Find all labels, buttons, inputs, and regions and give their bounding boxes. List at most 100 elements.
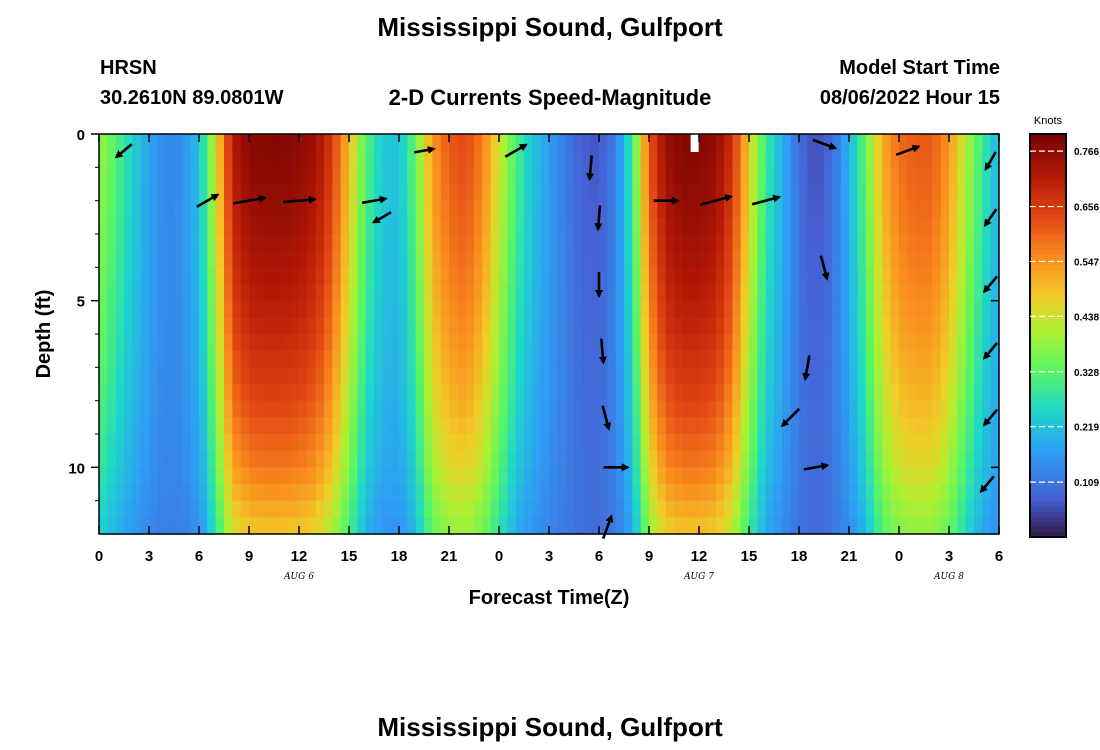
heatmap-cell — [757, 417, 767, 435]
heatmap-cell — [207, 217, 217, 235]
heatmap-cell — [424, 300, 433, 318]
heatmap-cell — [407, 334, 417, 352]
heatmap-cell — [749, 134, 758, 152]
heatmap-cell — [149, 384, 158, 402]
current-vector-arrow — [114, 143, 133, 159]
heatmap-cell — [574, 184, 583, 202]
heatmap-cell — [407, 450, 417, 468]
heatmap-cell — [624, 267, 633, 285]
heatmap-cell — [774, 467, 783, 485]
heatmap-cell — [990, 500, 1000, 518]
heatmap-cell — [157, 450, 167, 468]
heatmap-cell — [174, 234, 183, 252]
heatmap-cell — [374, 467, 383, 485]
heatmap-cell — [340, 284, 350, 302]
heatmap-cell — [490, 167, 500, 185]
heatmap-cell — [449, 467, 458, 485]
heatmap-cell — [482, 300, 492, 318]
heatmap-cell — [632, 267, 642, 285]
heatmap-cell — [574, 234, 583, 252]
heatmap-cell — [340, 400, 350, 418]
heatmap-cell — [507, 417, 517, 435]
heatmap-cell — [657, 350, 667, 368]
heatmap-cell — [449, 184, 458, 202]
current-vector-arrow — [895, 144, 921, 157]
heatmap-cell — [274, 517, 283, 535]
heatmap-cell — [140, 184, 150, 202]
heatmap-cell — [365, 384, 375, 402]
heatmap-cell — [607, 517, 617, 535]
colorbar-segment — [1030, 516, 1066, 523]
heatmap-cell — [957, 517, 967, 535]
heatmap-cell — [349, 134, 358, 152]
heatmap-cell — [924, 417, 933, 435]
heatmap-cell — [307, 200, 317, 218]
heatmap-cell — [982, 300, 992, 318]
heatmap-cell — [582, 234, 592, 252]
heatmap-cell — [115, 334, 125, 352]
heatmap-cell — [957, 134, 967, 152]
current-vector-arrow — [819, 255, 830, 281]
heatmap-cell — [849, 400, 858, 418]
current-vector-arrow — [802, 355, 811, 382]
heatmap-cell — [482, 500, 492, 518]
heatmap-cell — [432, 184, 442, 202]
heatmap-cell — [824, 317, 833, 335]
heatmap-cell — [182, 500, 192, 518]
colorbar-segment — [1030, 330, 1066, 337]
heatmap-cell — [657, 217, 667, 235]
heatmap-cell — [332, 250, 342, 268]
heatmap-cell — [407, 167, 417, 185]
heatmap-cell — [407, 150, 417, 168]
heatmap-cell — [732, 317, 742, 335]
heatmap-cell — [674, 267, 683, 285]
heatmap-cell — [299, 300, 308, 318]
heatmap-cell — [307, 400, 317, 418]
heatmap-cell — [532, 284, 542, 302]
heatmap-cell — [224, 417, 233, 435]
heatmap-cell — [132, 367, 142, 385]
heatmap-cell — [699, 217, 708, 235]
heatmap-cell — [140, 284, 150, 302]
heatmap-cell — [515, 184, 525, 202]
heatmap-cell — [974, 334, 983, 352]
heatmap-cell — [757, 234, 767, 252]
heatmap-cell — [865, 434, 875, 452]
heatmap-cell — [707, 234, 717, 252]
heatmap-cell — [415, 134, 425, 152]
heatmap-cell — [299, 284, 308, 302]
heatmap-cell — [215, 450, 225, 468]
heatmap-cell — [857, 467, 867, 485]
heatmap-cell — [407, 300, 417, 318]
heatmap-cell — [699, 384, 708, 402]
heatmap-cell — [757, 434, 767, 452]
heatmap-cell — [757, 150, 767, 168]
heatmap-cell — [849, 200, 858, 218]
heatmap-cell — [465, 500, 475, 518]
heatmap-cell — [724, 484, 733, 502]
heatmap-cell — [674, 234, 683, 252]
heatmap-cell — [257, 367, 267, 385]
heatmap-cell — [890, 450, 900, 468]
heatmap-cell — [640, 284, 650, 302]
heatmap-cell — [465, 334, 475, 352]
heatmap-cell — [890, 217, 900, 235]
heatmap-cell — [515, 517, 525, 535]
heatmap-cell — [790, 300, 800, 318]
heatmap-cell — [215, 217, 225, 235]
heatmap-cell — [224, 217, 233, 235]
heatmap-cell — [974, 300, 983, 318]
heatmap-cell — [432, 317, 442, 335]
heatmap-cell — [215, 150, 225, 168]
heatmap-cell — [440, 450, 450, 468]
heatmap-cell — [807, 367, 817, 385]
heatmap-cell — [274, 134, 283, 152]
heatmap-cell — [582, 334, 592, 352]
heatmap-cell — [949, 484, 958, 502]
x-tick-label: 21 — [441, 548, 458, 565]
heatmap-cell — [399, 217, 408, 235]
heatmap-cell — [990, 467, 1000, 485]
heatmap-cell — [540, 284, 550, 302]
heatmap-cell — [115, 317, 125, 335]
heatmap-cell — [290, 217, 300, 235]
